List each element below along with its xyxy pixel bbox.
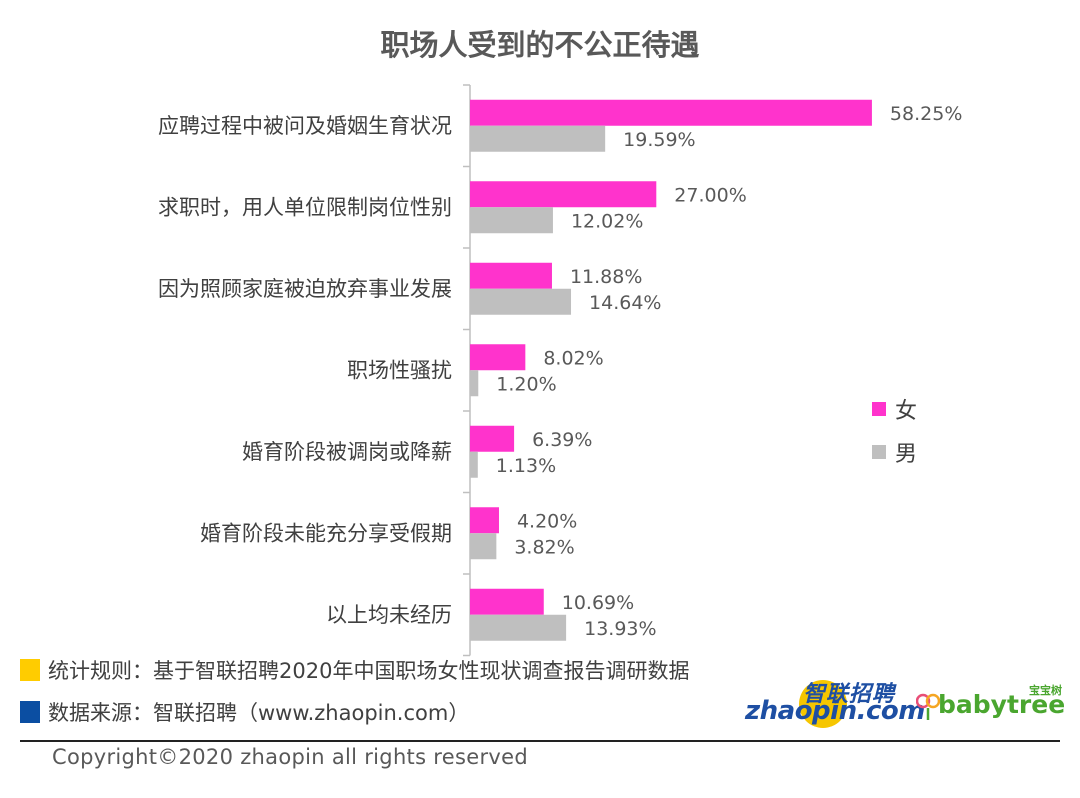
data-source-text: 数据来源：智联招聘（www.zhaopin.com）	[48, 701, 470, 725]
bar-female	[470, 425, 515, 452]
babytree-logo-en: babytree	[938, 690, 1066, 719]
data-label: 11.88%	[570, 266, 642, 288]
data-label: 1.20%	[496, 373, 556, 395]
data-label: 8.02%	[543, 347, 603, 369]
blue-square-icon	[20, 701, 40, 723]
bar-male	[470, 533, 497, 560]
footer-divider	[20, 740, 1060, 742]
legend-swatch	[872, 402, 886, 416]
yellow-square-icon	[20, 659, 40, 681]
zhaopin-logo-cn: 智联招聘	[803, 682, 896, 707]
data-label: 58.25%	[890, 103, 962, 125]
zhaopin-logo-en: zhaopin.com	[745, 696, 925, 726]
bar-female	[470, 262, 552, 289]
data-label: 6.39%	[532, 429, 592, 451]
babytree-logo-cn: 宝宝树	[1029, 684, 1062, 697]
legend-swatch	[872, 445, 886, 459]
data-source-note: 数据来源：智联招聘（www.zhaopin.com）	[20, 698, 469, 726]
statistics-rule-text: 统计规则：基于智联招聘2020年中国职场女性现状调查报告调研数据	[48, 659, 690, 683]
bar-female	[470, 181, 657, 208]
babytree-logo: 宝宝树 babytree	[916, 682, 1066, 722]
data-label: 1.13%	[496, 455, 556, 477]
bar-female	[470, 588, 544, 615]
data-label: 19.59%	[623, 129, 695, 151]
data-label: 13.93%	[584, 618, 656, 640]
statistics-rule-note: 统计规则：基于智联招聘2020年中国职场女性现状调查报告调研数据	[20, 656, 689, 684]
bar-female	[470, 507, 499, 534]
category-label: 因为照顾家庭被迫放弃事业发展	[158, 277, 452, 301]
bar-male	[470, 614, 567, 641]
zhaopin-logo-circle	[799, 680, 847, 728]
bar-male	[470, 451, 478, 478]
bar-chart: 应聘过程中被问及婚姻生育状况 58.25% 19.59% 求职时，用人单位限制岗位性别…	[158, 84, 962, 657]
legend-label: 男	[895, 442, 917, 467]
category-label: 以上均未经历	[326, 603, 452, 627]
bar-female	[470, 344, 526, 371]
category-label: 职场性骚扰	[347, 358, 452, 382]
data-label: 12.02%	[571, 210, 643, 232]
category-label: 婚育阶段未能充分享受假期	[200, 521, 452, 545]
bar-male	[470, 125, 606, 152]
data-label: 3.82%	[514, 536, 574, 558]
category-label: 婚育阶段被调岗或降薪	[242, 440, 452, 464]
bar-male	[470, 207, 553, 234]
legend-label: 女	[895, 399, 917, 424]
chart-title: 职场人受到的不公正待遇	[380, 28, 700, 62]
copyright-text: Copyright©2020 zhaopin all rights reserv…	[52, 745, 528, 769]
zhaopin-logo: 智联招聘 zhaopin.com	[745, 676, 925, 738]
bar-female	[470, 99, 872, 126]
data-label: 27.00%	[674, 184, 746, 206]
data-label: 4.20%	[517, 510, 577, 532]
data-label: 14.64%	[589, 292, 661, 314]
data-label: 10.69%	[562, 592, 634, 614]
babytree-heart-icon	[916, 693, 940, 720]
bar-male	[470, 288, 572, 315]
category-label: 应聘过程中被问及婚姻生育状况	[158, 114, 452, 138]
bar-male	[470, 370, 479, 397]
category-label: 求职时，用人单位限制岗位性别	[158, 195, 452, 219]
